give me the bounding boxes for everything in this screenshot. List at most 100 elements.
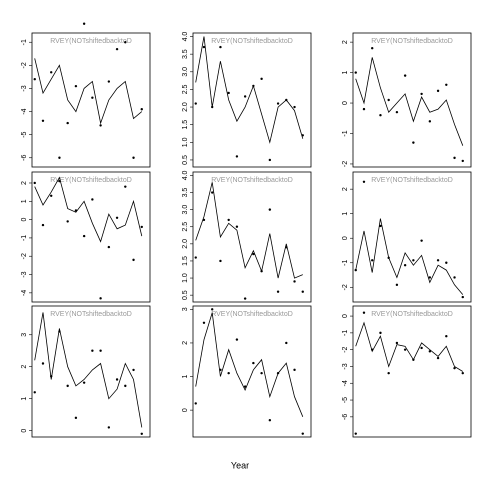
series-point: [461, 371, 464, 375]
y-tick-label: -3: [21, 85, 28, 91]
y-tick-label: 1: [21, 397, 28, 401]
series-point: [276, 371, 280, 375]
series-point: [202, 218, 206, 222]
y-tick-label: -1: [21, 39, 28, 45]
series-point: [436, 89, 440, 93]
series-point: [301, 134, 304, 137]
series-point: [50, 71, 53, 74]
series-point: [260, 77, 263, 81]
y-tick-label: -1: [21, 235, 28, 241]
panel-frame: [352, 171, 472, 303]
y-tick-label: -2: [21, 62, 28, 68]
series-point: [362, 180, 366, 184]
series-point: [461, 295, 464, 299]
panel-frame: [31, 305, 151, 438]
series-point: [74, 209, 78, 212]
panel-title: RVEY(NOTshiftedbacktoD: [371, 311, 453, 318]
y-tick-label: 1.5: [182, 120, 189, 130]
panel-title: RVEY(NOTshiftedbacktoD: [211, 38, 293, 45]
series-point: [99, 297, 102, 300]
series-point: [227, 91, 230, 95]
series-point: [107, 426, 111, 429]
series-point: [107, 245, 111, 249]
series-point: [420, 239, 423, 242]
series-point: [268, 158, 272, 162]
series-line: [34, 58, 143, 125]
series-point: [252, 84, 255, 88]
series-point: [453, 156, 456, 160]
series-line: [195, 182, 303, 279]
y-tick-label: -3: [21, 271, 28, 277]
y-tick-label: -1: [342, 130, 349, 136]
series-point: [412, 141, 415, 144]
series-point: [436, 259, 440, 262]
series-line: [355, 321, 464, 372]
series-point: [33, 181, 36, 185]
panel-frame: [352, 32, 472, 168]
series-point: [412, 358, 415, 361]
y-tick-label: -5: [21, 131, 28, 137]
series-point: [461, 159, 464, 163]
panel-title: RVEY(NOTshiftedbacktoD: [50, 38, 132, 45]
series-point: [82, 234, 86, 238]
y-tick-label: 3.5: [182, 188, 189, 198]
series-point: [115, 378, 119, 381]
y-tick-label: 1.5: [182, 256, 189, 266]
series-point: [371, 348, 374, 351]
y-tick-label: 1.0: [182, 137, 189, 147]
panel-frame: [31, 171, 151, 303]
series-point: [395, 110, 399, 114]
y-tick-label: 2: [21, 365, 28, 369]
y-tick-label: 1: [21, 199, 28, 203]
series-point: [403, 264, 407, 267]
y-tick-label: -1: [342, 260, 349, 266]
series-point: [260, 371, 263, 375]
series-point: [33, 391, 36, 394]
y-tick-label: 2.0: [182, 102, 189, 112]
series-point: [235, 225, 239, 228]
y-tick-label: 2.0: [182, 239, 189, 249]
series-point: [50, 194, 53, 198]
panel-frame: [352, 305, 472, 438]
series-point: [91, 198, 94, 201]
series-point: [140, 225, 143, 229]
y-tick-label: 4.0: [182, 32, 189, 42]
series-point: [227, 371, 230, 375]
series-point: [211, 308, 214, 311]
y-tick-label: 1: [342, 71, 349, 75]
panel-title: RVEY(NOTshiftedbacktoD: [211, 177, 293, 184]
y-tick-label: 3.0: [182, 205, 189, 215]
series-point: [235, 155, 239, 158]
series-point: [235, 338, 239, 341]
series-point: [379, 114, 382, 117]
y-tick-label: -6: [342, 414, 349, 420]
series-point: [99, 349, 102, 352]
series-point: [219, 368, 222, 372]
series-point: [371, 47, 374, 50]
panel-title: RVEY(NOTshiftedbacktoD: [371, 38, 453, 45]
series-point: [268, 208, 272, 211]
y-tick-label: 0: [182, 408, 189, 412]
series-point: [58, 156, 61, 159]
series-point: [41, 362, 45, 365]
series-point: [243, 385, 247, 388]
series-point: [293, 105, 296, 109]
series-point: [379, 224, 382, 228]
y-tick-label: 2: [182, 341, 189, 345]
y-tick-label: 1: [182, 374, 189, 378]
series-point: [395, 341, 399, 345]
series-point: [371, 259, 374, 262]
series-point: [66, 384, 69, 388]
series-point: [219, 259, 222, 263]
y-tick-label: -1: [342, 330, 349, 336]
series-point: [91, 96, 94, 99]
y-tick-label: 4.0: [182, 170, 189, 180]
series-point: [403, 348, 407, 351]
series-point: [301, 432, 304, 435]
y-tick-label: 3: [21, 333, 28, 337]
series-point: [268, 419, 272, 422]
series-point: [227, 218, 230, 222]
y-tick-label: 2: [21, 181, 28, 185]
series-line: [34, 312, 143, 428]
series-point: [285, 246, 288, 249]
